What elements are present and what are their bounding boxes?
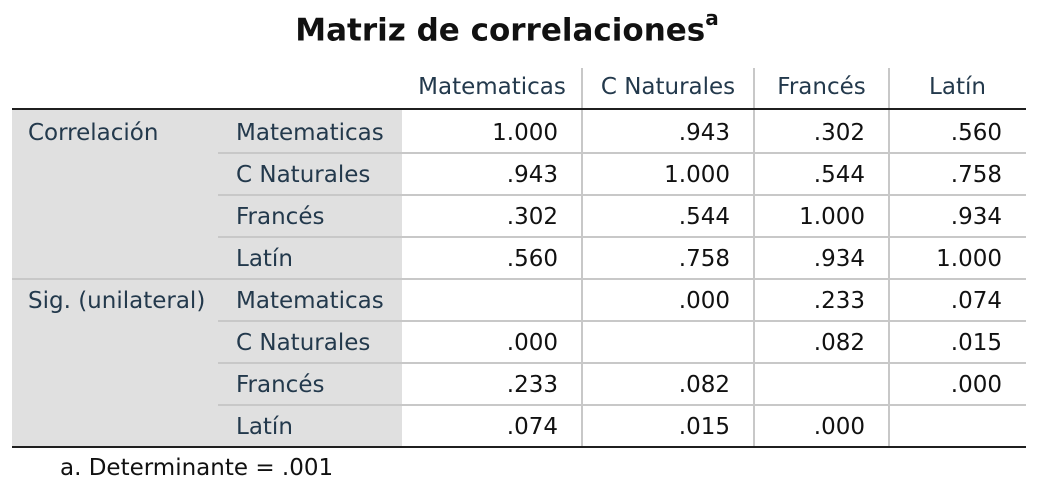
header-rule	[12, 108, 1026, 110]
bottom-rule	[12, 446, 1026, 448]
column-divider	[888, 68, 890, 446]
row-label: Francés	[236, 372, 325, 398]
table-title: Matriz de correlacionesa	[0, 6, 1014, 49]
table-cell: .000	[506, 330, 558, 356]
table-cell: .560	[506, 246, 558, 272]
table-cell: .082	[813, 330, 865, 356]
table-cell: .544	[678, 204, 730, 230]
table-cell: .934	[813, 246, 865, 272]
row-label: C Naturales	[236, 330, 371, 356]
group-label-sig-unilateral: Sig. (unilateral)	[28, 288, 206, 314]
column-divider	[581, 68, 583, 446]
table-cell: .302	[813, 120, 865, 146]
correlation-matrix-table: Matematicas C Naturales Francés Latín Co…	[12, 66, 1026, 450]
table-cell	[402, 280, 582, 322]
table-cell: .000	[678, 288, 730, 314]
title-text: Matriz de correlaciones	[295, 12, 706, 49]
table-cell: 1.000	[799, 204, 865, 230]
title-footnote-marker: a	[705, 6, 719, 30]
column-header-c-naturales: C Naturales	[600, 74, 736, 100]
table-cell: .015	[950, 330, 1002, 356]
row-divider	[218, 362, 1026, 364]
row-label: Latín	[236, 414, 293, 440]
table-cell: .758	[678, 246, 730, 272]
column-header-frances: Francés	[777, 74, 866, 100]
row-divider	[218, 320, 1026, 322]
row-label: Matematicas	[236, 288, 384, 314]
column-header-latin: Latín	[929, 74, 986, 100]
table-cell: .233	[813, 288, 865, 314]
table-cell: .082	[678, 372, 730, 398]
row-divider	[218, 236, 1026, 238]
table-cell: .758	[950, 162, 1002, 188]
footnote: a. Determinante = .001	[60, 455, 334, 481]
row-label: Latín	[236, 246, 293, 272]
table-cell: .302	[506, 204, 558, 230]
row-divider	[218, 194, 1026, 196]
table-cell	[754, 364, 889, 406]
column-header-matematicas: Matematicas	[418, 74, 566, 100]
row-divider	[218, 152, 1026, 154]
table-cell: .544	[813, 162, 865, 188]
table-cell: .943	[678, 120, 730, 146]
table-cell: .000	[950, 372, 1002, 398]
table-cell: 1.000	[936, 246, 1002, 272]
row-divider	[218, 404, 1026, 406]
group-divider	[12, 278, 1026, 280]
table-cell: 1.000	[664, 162, 730, 188]
row-label: C Naturales	[236, 162, 371, 188]
group-label-correlacion: Correlación	[28, 120, 159, 146]
table-cell: .560	[950, 120, 1002, 146]
table-cell: .943	[506, 162, 558, 188]
table-cell: 1.000	[492, 120, 558, 146]
table-cell: .015	[678, 414, 730, 440]
table-cell	[889, 406, 1026, 448]
table-cell: .074	[950, 288, 1002, 314]
row-label: Francés	[236, 204, 325, 230]
table-cell: .000	[813, 414, 865, 440]
table-cell	[582, 322, 754, 364]
table-cell: .233	[506, 372, 558, 398]
table-cell: .934	[950, 204, 1002, 230]
row-label: Matematicas	[236, 120, 384, 146]
table-cell: .074	[506, 414, 558, 440]
column-divider	[753, 68, 755, 446]
